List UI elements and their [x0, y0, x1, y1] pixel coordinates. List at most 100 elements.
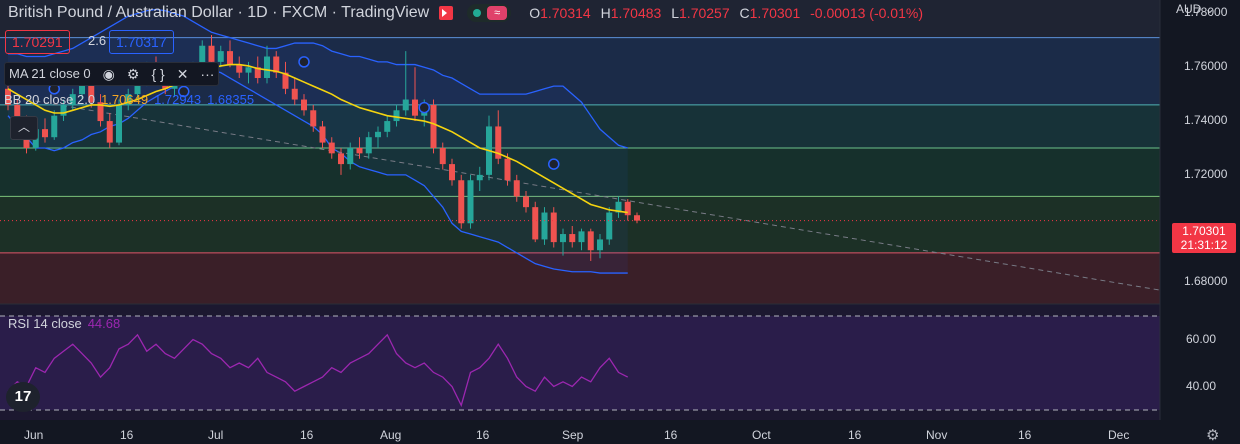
candle-body: [51, 115, 58, 138]
close-value: 1.70301: [749, 5, 801, 21]
open-key: O: [529, 5, 541, 21]
time-tick: Dec: [1108, 428, 1130, 442]
candle-body: [356, 147, 363, 154]
braces-icon[interactable]: { }: [151, 66, 165, 82]
gear-icon[interactable]: ⚙: [1206, 427, 1220, 444]
rsi-band-fill: [0, 316, 1160, 410]
bb-legend[interactable]: BB 20 close 2.0 1.70649 1.72943 1.68355: [4, 89, 254, 111]
high-key: H: [600, 5, 611, 21]
market-status[interactable]: ≈: [467, 4, 512, 22]
bb-upper-line: [8, 8, 628, 149]
currency-dropdown[interactable]: AUD ⌄: [1176, 0, 1234, 18]
candle-body: [393, 110, 400, 122]
market-badge: ≈: [487, 6, 508, 20]
candle-body: [402, 99, 409, 111]
symbol-title[interactable]: British Pound / Australian Dollar · 1D ·…: [8, 4, 430, 21]
trendline-anchor: [418, 101, 430, 114]
ma-legend[interactable]: MA 21 close 0 ◉ ⚙ { } ✕ ···: [4, 62, 220, 86]
candle-body: [476, 174, 483, 181]
bb-label: BB 20 close 2.0: [4, 92, 96, 107]
spread-label: 2.6: [88, 33, 107, 48]
time-tick: Sep: [562, 428, 584, 442]
rsi-tick: 40.00: [1186, 378, 1217, 393]
candle-body: [532, 207, 539, 240]
close-key: C: [739, 5, 750, 21]
candle-body: [106, 121, 113, 143]
open-value: 1.70314: [540, 5, 591, 21]
time-tick: 16: [476, 428, 490, 442]
price-tick: 1.72000: [1184, 166, 1228, 181]
zone-fill: [0, 196, 1160, 253]
time-tick: 16: [120, 428, 134, 442]
time-tick: 16: [300, 428, 314, 442]
ma-label: MA 21 close 0: [9, 66, 91, 81]
time-tick: 16: [1018, 428, 1032, 442]
eye-icon[interactable]: ◉: [102, 66, 115, 82]
last-price: 1.70301: [1182, 224, 1226, 238]
gear-icon[interactable]: ⚙: [126, 66, 140, 82]
candle-body: [14, 104, 21, 127]
chart-header: British Pound / Australian Dollar · 1D ·…: [0, 0, 929, 26]
buy-button[interactable]: 1.70317: [109, 30, 174, 54]
price-tick: 1.74000: [1184, 113, 1228, 128]
time-tick: Jun: [24, 428, 44, 442]
collapse-legend-button[interactable]: ︿: [10, 116, 38, 140]
flag-icon[interactable]: [439, 6, 454, 20]
candle-body: [365, 137, 372, 154]
dot-icon: [473, 9, 482, 17]
trendline-anchor: [178, 85, 190, 98]
interval-label[interactable]: 1D: [247, 4, 268, 21]
sell-button[interactable]: 1.70291: [5, 30, 70, 54]
candle-body: [328, 142, 335, 154]
candle-body: [624, 201, 631, 216]
bar-countdown: 21:31:12: [1180, 238, 1228, 252]
zone-fill: [0, 0, 1160, 38]
candle-body: [208, 45, 215, 62]
time-tick: Jul: [208, 428, 224, 442]
candle-body: [254, 67, 261, 79]
candle-body: [217, 51, 224, 62]
bb-lower-value: 1.68355: [207, 92, 255, 107]
time-tick: Nov: [926, 428, 948, 442]
time-tick: 16: [664, 428, 678, 442]
candle-body: [550, 212, 557, 243]
low-key: L: [671, 5, 680, 21]
candle-body: [541, 212, 548, 240]
candle-body: [449, 164, 455, 181]
close-icon[interactable]: ✕: [176, 66, 189, 82]
candle-body: [597, 239, 603, 251]
more-icon[interactable]: ···: [200, 66, 215, 82]
candle-body: [236, 64, 243, 73]
time-tick: 16: [848, 428, 862, 442]
candle-body: [171, 83, 178, 89]
source-label: TradingView: [341, 4, 430, 21]
candle-body: [97, 102, 104, 122]
candle-body: [467, 180, 474, 224]
bb-upper-value: 1.72943: [154, 92, 202, 107]
candle-body: [245, 67, 252, 73]
candle-body: [412, 99, 418, 116]
candle-body: [560, 234, 566, 243]
candle-body: [615, 201, 622, 213]
chevron-up-icon: ︿: [17, 120, 30, 134]
candle-body: [291, 88, 298, 100]
candle-body: [513, 180, 520, 197]
candle-body: [79, 83, 85, 95]
tradingview-logo[interactable]: 17: [6, 382, 40, 412]
zone-fill: [0, 104, 1160, 148]
trendline: [26, 99, 1211, 300]
candle-body: [578, 231, 585, 243]
candle-body: [439, 147, 446, 165]
candle-body: [264, 56, 270, 79]
candle-body: [5, 88, 11, 105]
candle-body: [310, 110, 317, 127]
chevron-down-icon: ⌄: [1204, 2, 1215, 16]
candle-body: [384, 121, 391, 132]
exchange-label: FXCM: [281, 4, 328, 21]
zone-fill: [0, 147, 1160, 197]
candle-body: [338, 153, 344, 165]
rsi-legend[interactable]: RSI 14 close 44.68: [8, 316, 120, 331]
price-tick: 1.68000: [1184, 274, 1228, 289]
candle-body: [301, 99, 307, 111]
